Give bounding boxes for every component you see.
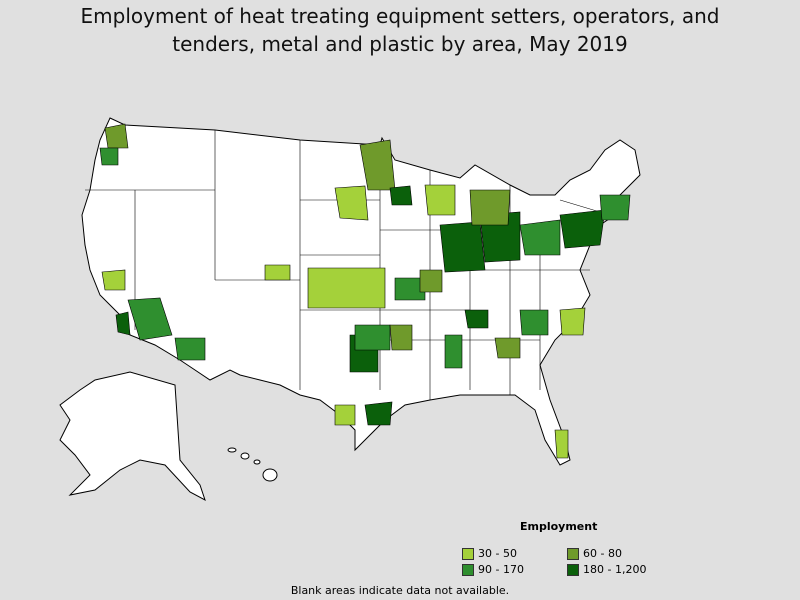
legend-label: 90 - 170 xyxy=(478,563,524,576)
alaska xyxy=(59,371,206,502)
employment-area xyxy=(599,194,631,221)
legend-swatch xyxy=(567,547,579,560)
legend-item: 90 - 170 xyxy=(462,563,567,576)
legend-item: 30 - 50 xyxy=(462,547,567,560)
footnote: Blank areas indicate data not available. xyxy=(290,584,510,597)
legend-label: 60 - 80 xyxy=(583,547,622,560)
legend-item: 60 - 80 xyxy=(567,547,677,560)
employment-area xyxy=(559,307,586,336)
employment-area xyxy=(307,267,386,309)
employment-area xyxy=(519,219,561,256)
legend-items: 30 - 50 60 - 80 90 - 170 180 - 1,200 xyxy=(462,547,682,576)
employment-area xyxy=(444,334,463,369)
employment-area xyxy=(99,147,119,166)
employment-area xyxy=(494,337,521,359)
employment-area xyxy=(354,324,391,351)
legend-swatch xyxy=(567,563,579,576)
employment-area xyxy=(115,311,131,336)
employment-area xyxy=(334,404,356,426)
employment-area xyxy=(519,309,549,336)
map-title: Employment of heat treating equipment se… xyxy=(80,4,720,56)
employment-area xyxy=(264,264,291,281)
hawaii xyxy=(227,447,278,482)
legend-label: 30 - 50 xyxy=(478,547,517,560)
legend: Employment 30 - 50 60 - 80 90 - 170 180 - 1… xyxy=(462,520,682,576)
employment-areas xyxy=(99,123,631,459)
employment-area xyxy=(104,123,129,149)
employment-area xyxy=(554,429,569,459)
employment-area xyxy=(559,209,606,249)
employment-area xyxy=(424,184,456,216)
employment-area xyxy=(364,401,393,426)
employment-area xyxy=(101,269,126,291)
legend-swatch xyxy=(462,547,474,560)
employment-area xyxy=(419,269,443,293)
employment-area xyxy=(334,185,369,221)
employment-area xyxy=(389,185,413,206)
employment-area xyxy=(439,221,486,273)
employment-area xyxy=(389,324,413,351)
legend-label: 180 - 1,200 xyxy=(583,563,647,576)
employment-area xyxy=(469,189,511,226)
legend-title: Employment xyxy=(520,520,598,533)
employment-area xyxy=(127,297,173,341)
employment-area xyxy=(174,337,206,361)
legend-swatch xyxy=(462,563,474,576)
employment-area xyxy=(394,277,426,301)
employment-area xyxy=(464,309,489,329)
legend-item: 180 - 1,200 xyxy=(567,563,677,576)
